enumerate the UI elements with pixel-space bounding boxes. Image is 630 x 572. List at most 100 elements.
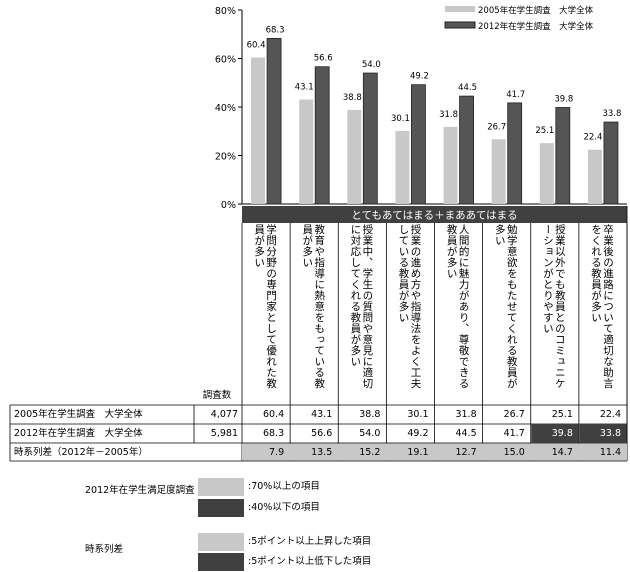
bar [251, 57, 266, 204]
bar [266, 37, 282, 205]
table-value: 39.8 [551, 427, 573, 439]
down5-swatch [198, 553, 244, 571]
diff-value: 11.4 [599, 446, 621, 458]
down5-label: :5ポイント以上低下した項目 [248, 556, 372, 567]
category-label: 学問分野の専門家として優れた教員が多い [253, 224, 278, 389]
up5-swatch [198, 533, 244, 551]
table-value: 49.2 [407, 427, 429, 439]
under40-swatch [198, 499, 244, 517]
y-tick-label: 80% [215, 6, 236, 17]
satisfaction-legend-title: 2012年在学生満足度調査 [85, 485, 195, 496]
category-label: 人間的に魅力があり、尊敬できる教員が多い [445, 224, 470, 389]
bar-value-labels: 60.468.3 43.1 56.6 38.8 54.0 30.1 49.2 31.8 44.5… [247, 25, 622, 142]
under40-label: :40%以下の項目 [248, 502, 320, 513]
legend-label: 2012年在学生調査 大学全体 [478, 21, 594, 32]
table-value: 68.3 [262, 427, 285, 439]
bar-value-label: 26.7 [487, 122, 506, 132]
bar-value-label: 49.2 [410, 72, 429, 82]
diff-value: 19.1 [407, 446, 429, 458]
bar [443, 126, 458, 204]
bar-series [251, 37, 619, 205]
bar [411, 84, 426, 205]
category-label: 授業の進め方や指導法をよく工夫している教員が多い [397, 224, 422, 389]
header-band [242, 206, 627, 223]
bar [299, 99, 314, 204]
bar-value-label: 25.1 [535, 126, 554, 136]
category-label: 授業中、学生の質問や意見に適切に対応してくれる教員が多い [349, 224, 374, 389]
diff-value: 7.9 [269, 446, 285, 458]
bar [459, 95, 474, 205]
y-tick-label: 20% [215, 152, 236, 163]
legend-swatch [444, 21, 476, 29]
table-value: 43.1 [311, 408, 333, 420]
y-tick-label: 60% [215, 55, 236, 66]
bar-value-label: 60.4 [247, 41, 266, 51]
over70-label: :70%以上の項目 [248, 481, 320, 492]
bar [491, 139, 506, 204]
legend-swatch [445, 6, 475, 12]
table-value: 41.7 [503, 427, 525, 439]
row-n: 4,077 [210, 408, 238, 420]
table-value: 30.1 [407, 408, 429, 420]
row-n: 5,981 [210, 427, 238, 439]
table-value: 60.4 [262, 408, 285, 420]
bar-value-label: 54.0 [362, 60, 381, 70]
bar-value-label: 56.6 [314, 54, 333, 64]
table-value: 54.0 [359, 427, 381, 439]
legend-label: 2005年在学生調査 大学全体 [478, 5, 594, 16]
table-value: 25.1 [551, 408, 573, 420]
bar-value-label: 43.1 [295, 82, 314, 92]
diff-value: 15.2 [359, 446, 381, 458]
header-band-label: とてもあてはまる＋まああてはまる [351, 210, 517, 222]
table-value: 56.6 [311, 427, 333, 439]
bar [603, 121, 619, 205]
bar-value-label: 44.5 [458, 83, 477, 93]
bar-value-label: 68.3 [266, 25, 285, 35]
diff-value: 13.5 [311, 446, 333, 458]
bar [362, 72, 378, 205]
low-value-cell [579, 424, 627, 443]
category-label: 教育や指導に熱意をもっている教員が多い [301, 224, 326, 389]
n-header: 調査数 [202, 390, 232, 401]
bar [587, 149, 602, 204]
bar-value-label: 31.8 [439, 110, 458, 120]
table-value: 22.4 [599, 408, 621, 420]
y-tick-label: 40% [215, 103, 236, 114]
bar-value-label: 33.8 [602, 109, 621, 119]
bar [555, 107, 571, 205]
diff-value: 15.0 [503, 446, 525, 458]
bar [507, 102, 523, 205]
bar [539, 143, 554, 204]
diff-value: 12.7 [455, 446, 477, 458]
table-value: 31.8 [455, 408, 477, 420]
up5-label: :5ポイント以上上昇した項目 [248, 536, 372, 547]
diff-row-band [242, 443, 627, 461]
bar [395, 131, 410, 204]
bar-value-label: 38.8 [343, 93, 362, 103]
over70-swatch [198, 478, 244, 496]
row-label: 2005年在学生調査 大学全体 [14, 408, 143, 420]
category-label: 卒業後の進路について適切な助言をくれる教員が多い [589, 224, 614, 389]
table-grid [9, 206, 628, 462]
table-value: 33.8 [599, 427, 621, 439]
y-tick-labels: 0% 20% 40% 60% 80% [215, 6, 236, 211]
table-value: 26.7 [503, 408, 525, 420]
bar-value-label: 41.7 [506, 90, 525, 100]
diff-legend-title: 時系列差 [85, 544, 124, 555]
bar-value-label: 39.8 [554, 94, 573, 104]
diff-value: 14.7 [551, 446, 573, 458]
bar-value-label: 22.4 [583, 133, 602, 143]
diff-row-label: 時系列差（2012年－2005年） [14, 446, 148, 458]
chart-legend: 2005年在学生調査 大学全体 2012年在学生調査 大学全体とてもあてはまる＋ま… [242, 5, 627, 223]
low-value-cell [531, 424, 579, 443]
table-value: 44.5 [455, 427, 477, 439]
bar [347, 109, 362, 204]
bar-value-label: 30.1 [391, 114, 410, 124]
bar [314, 66, 330, 205]
category-label: 授業以外でも教員とのコミュニケーションがとりやすい [541, 224, 566, 389]
row-label: 2012年在学生調査 大学全体 [14, 427, 143, 439]
y-tick-label: 0% [221, 200, 236, 211]
category-label: 勉学意欲をもたせてくれる教員が多い [493, 224, 518, 389]
table-value: 38.8 [359, 408, 381, 420]
